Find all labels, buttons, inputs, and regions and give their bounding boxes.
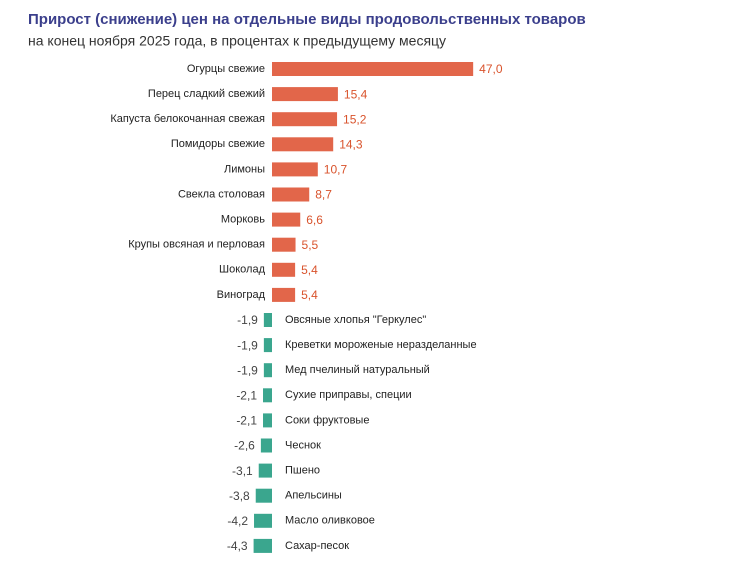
category-label: Огурцы свежие <box>187 63 265 75</box>
category-label: Капуста белокочанная свежая <box>110 113 265 125</box>
bar <box>260 438 272 453</box>
value-label: 14,3 <box>339 137 363 151</box>
category-label: Апельсины <box>285 490 342 502</box>
value-label: 47,0 <box>479 62 503 76</box>
category-label: Шоколад <box>219 264 266 276</box>
bar <box>263 388 272 403</box>
value-label: -2,1 <box>236 414 257 428</box>
value-label: 15,4 <box>344 87 368 101</box>
category-label: Перец сладкий свежий <box>148 88 265 100</box>
bar <box>263 363 272 378</box>
category-label: Чеснок <box>285 439 321 451</box>
bar <box>255 488 272 503</box>
category-label: Крупы овсяная и перловая <box>128 239 265 251</box>
category-label: Соки фруктовые <box>285 414 369 426</box>
category-label: Овсяные хлопья "Геркулес" <box>285 314 426 326</box>
bar <box>263 413 272 428</box>
chart-subtitle: на конец ноября 2025 года, в процентах к… <box>28 33 446 49</box>
category-label: Масло оливковое <box>285 515 375 527</box>
value-label: 8,7 <box>315 188 332 202</box>
category-label: Виноград <box>217 289 266 301</box>
value-label: -1,9 <box>237 313 258 327</box>
value-label: -1,9 <box>237 363 258 377</box>
bar <box>272 87 338 102</box>
value-label: 6,6 <box>306 213 323 227</box>
value-label: -4,3 <box>227 539 248 553</box>
bar <box>263 338 272 353</box>
bar <box>272 112 338 127</box>
value-label: 5,5 <box>302 238 319 252</box>
value-label: -4,2 <box>227 514 248 528</box>
chart-title: Прирост (снижение) цен на отдельные виды… <box>28 11 586 28</box>
bar <box>263 313 272 327</box>
category-label: Сахар-песок <box>285 540 349 552</box>
category-label: Пшено <box>285 465 320 477</box>
value-label: 10,7 <box>324 163 348 177</box>
bar <box>272 62 474 76</box>
value-label: 5,4 <box>301 263 318 277</box>
bar <box>272 137 334 152</box>
category-label: Мед пчелиный натуральный <box>285 364 430 376</box>
value-label: -3,1 <box>232 464 253 478</box>
category-label: Креветки мороженые неразделанные <box>285 339 477 351</box>
value-label: 15,2 <box>343 112 367 126</box>
category-label: Лимоны <box>224 163 265 175</box>
bar <box>258 463 272 478</box>
value-label: -3,8 <box>229 489 250 503</box>
bar <box>272 187 310 202</box>
bar <box>272 287 296 302</box>
category-label: Помидоры свежие <box>171 138 265 150</box>
value-label: -1,9 <box>237 338 258 352</box>
value-label: 5,4 <box>301 288 318 302</box>
category-label: Сухие приправы, специи <box>285 389 412 401</box>
bar <box>272 262 296 277</box>
value-label: -2,1 <box>236 388 257 402</box>
bar <box>254 513 272 528</box>
bar <box>272 237 296 252</box>
bar <box>272 162 318 177</box>
value-label: -2,6 <box>234 439 255 453</box>
category-label: Морковь <box>221 214 265 226</box>
bar <box>253 538 272 553</box>
bar <box>272 212 301 227</box>
category-label: Свекла столовая <box>178 188 265 200</box>
